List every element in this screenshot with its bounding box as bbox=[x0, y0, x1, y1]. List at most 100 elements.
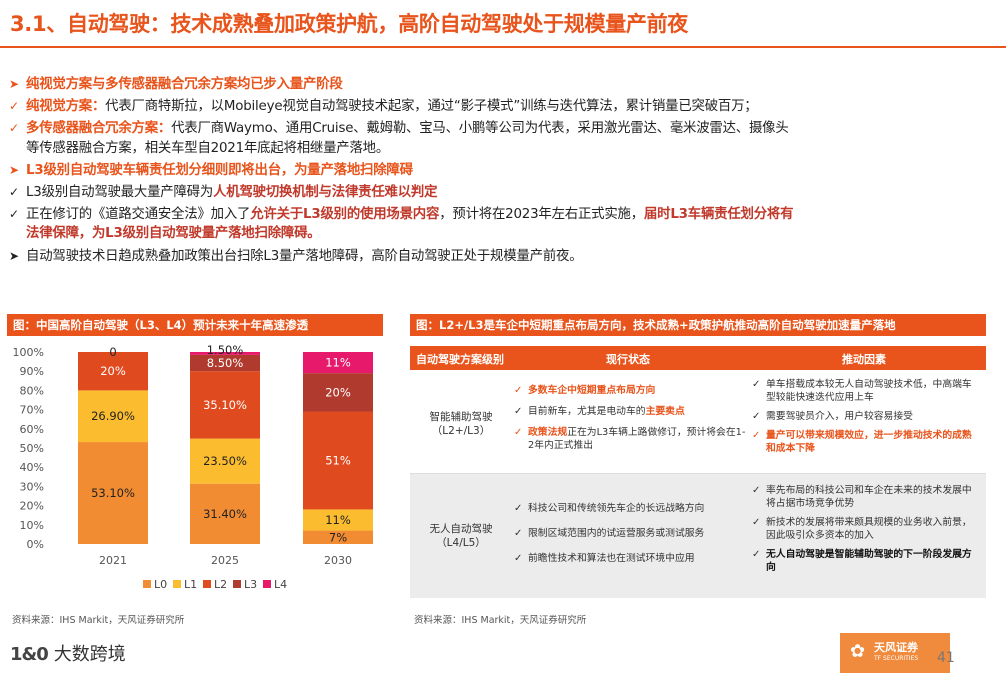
bar-segment-l1 bbox=[190, 438, 260, 484]
legend-swatch-l1 bbox=[173, 580, 181, 588]
check-marker-icon: ✓ bbox=[9, 121, 19, 136]
bar-segment-l1 bbox=[78, 390, 148, 443]
bar-segment-l2 bbox=[190, 371, 260, 439]
legend-label: L0 bbox=[154, 578, 167, 591]
bullet-1: ➤ 纯视觉方案与多传感器融合冗余方案均已步入量产阶段 bbox=[8, 75, 998, 94]
check-icon: ✓ bbox=[752, 411, 761, 422]
header-status: 现行状态 bbox=[606, 353, 650, 366]
data-label: 11% bbox=[325, 356, 351, 370]
brand-sub: TF SECURITIES bbox=[874, 655, 919, 662]
data-label: 26.90% bbox=[91, 409, 135, 423]
bar-segment-l4 bbox=[190, 352, 260, 355]
list-item: ✓ 科技公司和传统领先车企的长远战略方向 bbox=[514, 503, 705, 514]
data-label: 53.10% bbox=[91, 486, 135, 500]
check-icon: ✓ bbox=[514, 553, 523, 564]
brand-name: 天风证券 bbox=[874, 641, 918, 654]
data-label: 8.50% bbox=[207, 356, 244, 370]
arrow-marker-icon: ➤ bbox=[9, 162, 19, 177]
left-source-note: 资料来源：IHS Markit，天风证券研究所 bbox=[12, 615, 185, 626]
check-icon: ✓ bbox=[514, 385, 523, 396]
list-item: ✓ 率先布局的科技公司和车企在未来的技术发展中将占据市场竞争优势 bbox=[752, 485, 972, 509]
list-item: ✓ 多数车企中短期重点布局方向 bbox=[514, 385, 656, 396]
drivers-cell: ✓ 单车搭载成本较无人自动驾驶技术低，中高端车型较能快速迭代应用上车 ✓ 需要驾驶员… bbox=[752, 378, 980, 461]
check-icon: ✓ bbox=[514, 406, 523, 417]
bar-segment-l1 bbox=[303, 509, 373, 531]
bar-segment-l3 bbox=[303, 373, 373, 412]
y-tick-label: 0% bbox=[27, 538, 44, 551]
right-source-note: 资料来源：IHS Markit，天风证券研究所 bbox=[414, 615, 587, 626]
status-cell: ✓ 科技公司和传统领先车企的长远战略方向 ✓ 限制区域范围内的试运营服务或测试服务 … bbox=[514, 502, 750, 571]
flower-logo-icon: ✿ bbox=[850, 641, 866, 662]
check-marker-icon: ✓ bbox=[9, 99, 19, 114]
list-item: ✓ 限制区域范围内的试运营服务或测试服务 bbox=[514, 528, 705, 539]
legend-swatch-l2 bbox=[203, 580, 211, 588]
check-icon: ✓ bbox=[752, 485, 761, 496]
legend-swatch-l4 bbox=[263, 580, 271, 588]
stacked-bar-chart: 0% 10% 20% 30% 40% 50% 60% 70% 80% 90% 100% 53.10% 2… bbox=[13, 343, 373, 591]
data-label: 0 bbox=[109, 345, 116, 359]
bar-segment-l2 bbox=[303, 411, 373, 510]
bullet-3: ✓ 多传感器融合冗余方案：代表厂商Waymo、通用Cruise、戴姆勒、宝马、小鹏… bbox=[8, 119, 998, 138]
legend-label: L3 bbox=[244, 578, 257, 591]
data-label: 20% bbox=[100, 364, 126, 378]
row-label: 无人自动驾驶 （L4/L5） bbox=[429, 523, 493, 549]
list-item: ✓ 新技术的发展将带来颇具规模的业务收入前景，因此吸引众多资本的加入 bbox=[752, 517, 972, 541]
bullet-6-cont: 法律保障，为L3级别自动驾驶量产落地扫除障碍。 bbox=[26, 226, 321, 242]
legend-label: L2 bbox=[214, 578, 227, 591]
list-item: ✓ 目前新车，尤其是电动车的主要卖点 bbox=[514, 406, 685, 417]
table-header: 自动驾驶方案级别 现行状态 推动因素 bbox=[410, 346, 986, 370]
bullet-5: ✓ L3级别自动驾驶最大量产障碍为人机驾驶切换机制与法律责任难以判定 bbox=[8, 183, 998, 202]
check-icon: ✓ bbox=[752, 549, 761, 560]
data-label: 23.50% bbox=[203, 454, 247, 468]
check-icon: ✓ bbox=[752, 430, 761, 441]
data-label: 31.40% bbox=[203, 507, 247, 521]
header-level: 自动驾驶方案级别 bbox=[416, 353, 504, 366]
legend-label: L1 bbox=[184, 578, 197, 591]
check-marker-icon: ✓ bbox=[9, 207, 19, 222]
y-tick-label: 10% bbox=[20, 519, 44, 532]
drivers-cell: ✓ 率先布局的科技公司和车企在未来的技术发展中将占据市场竞争优势 ✓ 新技术的发展将… bbox=[752, 484, 980, 580]
bullet-7: ➤ 自动驾驶技术日趋成熟叠加政策出台扫除L3量产落地障碍，高阶自动驾驶正处于规模量… bbox=[8, 247, 998, 266]
list-item: ✓ 无人自动驾驶是智能辅助驾驶的下一阶段发展方向 bbox=[752, 549, 972, 573]
y-tick-label: 20% bbox=[20, 500, 44, 513]
row-label: 智能辅助驾驶 （L2+/L3） bbox=[429, 411, 493, 437]
table-row-l2l3: 智能辅助驾驶 （L2+/L3） ✓ 多数车企中短期重点布局方向 ✓ 目前新车，尤其是… bbox=[410, 372, 986, 474]
left-chart-title: 图：中国高阶自动驾驶（L3、L4）预计未来十年高速渗透 bbox=[7, 314, 383, 336]
y-tick-label: 50% bbox=[20, 442, 44, 455]
title-divider bbox=[0, 46, 1006, 48]
title-bar: 3.1、自动驾驶：技术成熟叠加政策护航，高阶自动驾驶处于规模量产前夜 bbox=[0, 0, 1006, 50]
arrow-marker-icon: ➤ bbox=[9, 248, 19, 263]
brand-badge: ✿ 天风证券 TF SECURITIES bbox=[840, 633, 950, 673]
y-tick-label: 80% bbox=[20, 384, 44, 397]
bar-segment-l0 bbox=[78, 442, 148, 544]
logo-mark-icon: 1&0 bbox=[10, 644, 49, 665]
check-marker-icon: ✓ bbox=[9, 185, 19, 200]
legend-swatch-l0 bbox=[143, 580, 151, 588]
list-item: ✓ 需要驾驶员介入，用户较容易接受 bbox=[752, 411, 913, 422]
legend-swatch-l3 bbox=[233, 580, 241, 588]
y-tick-label: 30% bbox=[20, 480, 44, 493]
check-icon: ✓ bbox=[514, 503, 523, 514]
check-icon: ✓ bbox=[514, 427, 523, 438]
y-tick-label: 90% bbox=[20, 365, 44, 378]
check-icon: ✓ bbox=[752, 517, 761, 528]
page-title: 3.1、自动驾驶：技术成熟叠加政策护航，高阶自动驾驶处于规模量产前夜 bbox=[10, 12, 688, 36]
bullet-4: ➤ L3级别自动驾驶车辆责任划分细则即将出台，为量产落地扫除障碍 bbox=[8, 161, 998, 180]
data-label: 35.10% bbox=[203, 398, 247, 412]
data-label: 11% bbox=[325, 513, 351, 527]
list-item: ✓ 量产可以带来规模效应，进一步推动技术的成熟和成本下降 bbox=[752, 430, 972, 454]
bar-segment-l0 bbox=[190, 483, 260, 544]
footer-logo: 1&0 大数跨境 bbox=[10, 644, 126, 665]
bar-segment-l3 bbox=[190, 354, 260, 372]
data-label: 1.50% bbox=[207, 343, 244, 357]
bar-segment-l4 bbox=[303, 352, 373, 374]
page-number: 41 bbox=[937, 650, 955, 666]
y-tick-label: 100% bbox=[13, 346, 44, 359]
x-tick-label: 2030 bbox=[324, 554, 352, 567]
y-tick-label: 60% bbox=[20, 423, 44, 436]
table-row-l4l5: 无人自动驾驶 （L4/L5） ✓ 科技公司和传统领先车企的长远战略方向 ✓ 限制区域… bbox=[410, 474, 986, 598]
list-item: ✓ 前瞻性技术和算法也在测试环境中应用 bbox=[514, 553, 695, 564]
x-tick-label: 2021 bbox=[99, 554, 127, 567]
list-item: ✓ 政策法规正在为L3车辆上路做修订，预计将会在1-2年内正式推出 bbox=[514, 427, 746, 451]
list-item: ✓ 单车搭载成本较无人自动驾驶技术低，中高端车型较能快速迭代应用上车 bbox=[752, 379, 972, 403]
